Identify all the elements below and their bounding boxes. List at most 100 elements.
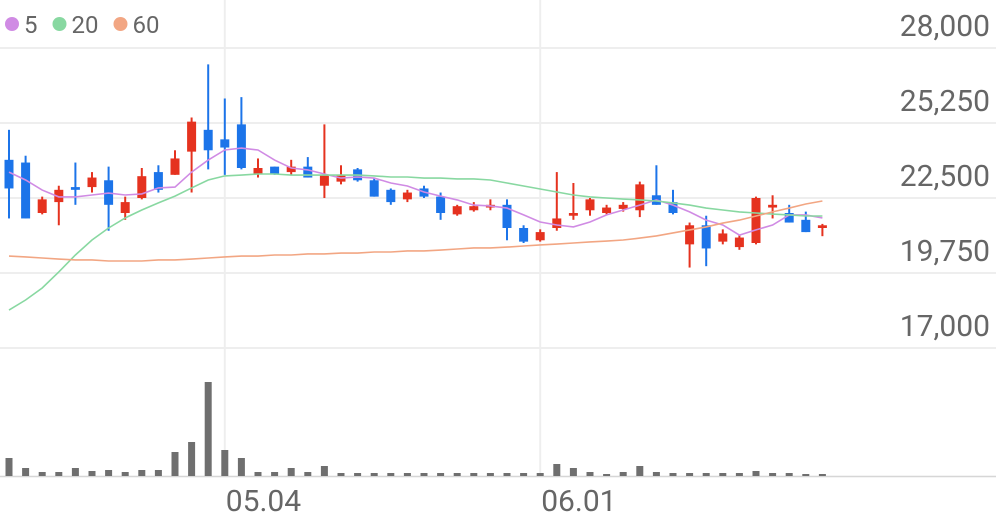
volume-bar	[121, 472, 129, 476]
candle-body	[685, 225, 695, 245]
volume-bar	[769, 473, 777, 476]
candle-body	[187, 121, 197, 152]
volume-bar	[304, 472, 312, 476]
volume-bar	[652, 472, 660, 476]
candle-body	[402, 192, 412, 200]
volume-bar	[586, 472, 594, 476]
y-tick-label: 22,500	[900, 159, 990, 194]
volume-bar	[403, 473, 411, 476]
volume-bar	[88, 471, 96, 476]
candle-body	[535, 232, 545, 241]
legend-swatch	[5, 17, 19, 31]
candle-body	[469, 206, 479, 211]
candle-body	[386, 189, 396, 203]
volume-bar	[271, 472, 279, 476]
candle-body	[668, 202, 678, 213]
candle-body	[87, 177, 97, 188]
volume-bar	[719, 473, 727, 476]
volume-bar	[785, 473, 793, 476]
candle-body	[718, 233, 728, 242]
candle-body	[452, 206, 462, 215]
ma-line	[8, 200, 823, 262]
candle-body	[37, 199, 47, 213]
volume-bar	[204, 382, 212, 476]
volume-bar	[437, 473, 445, 476]
candle-body	[286, 166, 296, 173]
candle-body	[784, 213, 794, 223]
volume-bar	[453, 473, 461, 476]
candle-body	[751, 198, 761, 243]
y-tick-label: 17,000	[900, 309, 990, 344]
candle-body	[4, 159, 14, 189]
volume-bar	[22, 468, 30, 476]
candle-body	[70, 187, 80, 190]
volume-bar	[520, 473, 528, 476]
candle-body	[436, 196, 446, 213]
candle-body	[220, 139, 230, 148]
x-tick-label: 05.04	[226, 484, 301, 519]
volume-bar	[188, 442, 196, 476]
volume-bar	[569, 468, 577, 476]
legend-swatch	[113, 17, 128, 31]
candle-body	[236, 124, 246, 168]
volume-bar	[5, 458, 13, 476]
volume-bar	[752, 471, 760, 476]
volume-bar	[354, 473, 362, 476]
volume-bar	[818, 474, 826, 476]
candle-body	[153, 172, 163, 190]
volume-bar	[254, 472, 262, 476]
candle-body	[801, 219, 811, 233]
candle-body	[203, 129, 213, 151]
volume-bar	[71, 468, 79, 476]
candle-body	[319, 174, 329, 186]
candle-body	[120, 202, 130, 213]
candle-body	[635, 184, 645, 211]
volume-bar	[470, 473, 478, 476]
candle-body	[21, 162, 31, 219]
volume-bar	[154, 470, 162, 476]
volume-bar	[503, 473, 511, 476]
volume-bar	[287, 468, 295, 476]
candle-body	[817, 225, 827, 228]
candle-body	[552, 218, 562, 228]
candle-body	[54, 189, 64, 203]
volume-bar	[171, 452, 179, 476]
ma-line	[8, 173, 823, 311]
volume-bar	[38, 472, 46, 476]
y-tick-label: 19,750	[900, 234, 990, 269]
candle-body	[502, 204, 512, 228]
y-tick-label: 28,000	[900, 9, 990, 44]
volume-bar	[387, 473, 395, 476]
x-tick-label: 06.01	[541, 484, 616, 519]
ma-line	[8, 147, 823, 236]
volume-bar	[686, 473, 694, 476]
candle-body	[270, 166, 280, 174]
volume-bar	[221, 450, 229, 476]
legend-label: 5	[24, 11, 38, 39]
candle-body	[519, 228, 529, 242]
volume-bar	[370, 473, 378, 476]
legend-swatch	[52, 17, 67, 31]
candle-body	[568, 213, 578, 216]
volume-bar	[702, 473, 710, 476]
candle-body	[137, 176, 147, 198]
legend-label: 60	[132, 11, 159, 39]
volume-bar	[536, 473, 544, 476]
candle-body	[369, 180, 379, 197]
candle-body	[170, 158, 180, 175]
volume-bar	[636, 466, 644, 476]
volume-bar	[237, 458, 245, 476]
volume-bar	[603, 474, 611, 476]
volume-bar	[553, 464, 561, 476]
candle-body	[701, 225, 711, 249]
volume-bar	[619, 472, 627, 476]
candle-body	[253, 168, 263, 174]
volume-bar	[138, 470, 146, 476]
candle-body	[585, 199, 595, 211]
volume-bar	[669, 473, 677, 476]
candle-body	[602, 207, 612, 213]
y-tick-label: 25,250	[900, 84, 990, 119]
volume-bar	[420, 473, 428, 476]
volume-bar	[486, 473, 494, 476]
